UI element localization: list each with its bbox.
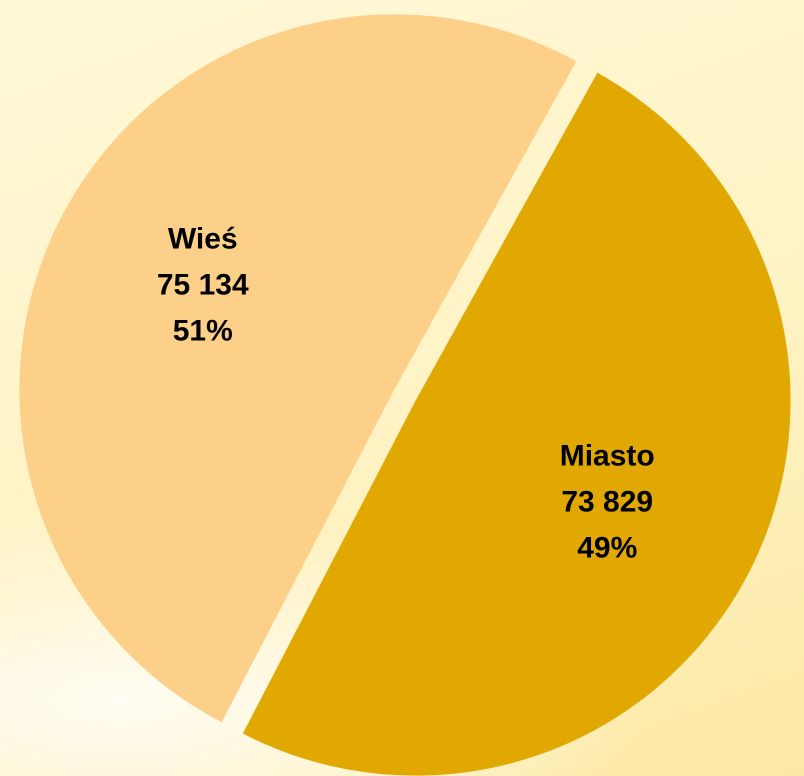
slice-value-label: 75 134 (157, 268, 249, 301)
pie-slice (242, 72, 791, 776)
pie-slice (19, 14, 577, 723)
slice-percent-label: 49% (577, 531, 637, 564)
slice-percent-label: 51% (173, 314, 233, 347)
slice-category-label: Wieś (168, 222, 238, 255)
slice-value-label: 73 829 (561, 485, 653, 518)
slice-category-label: Miasto (560, 439, 655, 472)
